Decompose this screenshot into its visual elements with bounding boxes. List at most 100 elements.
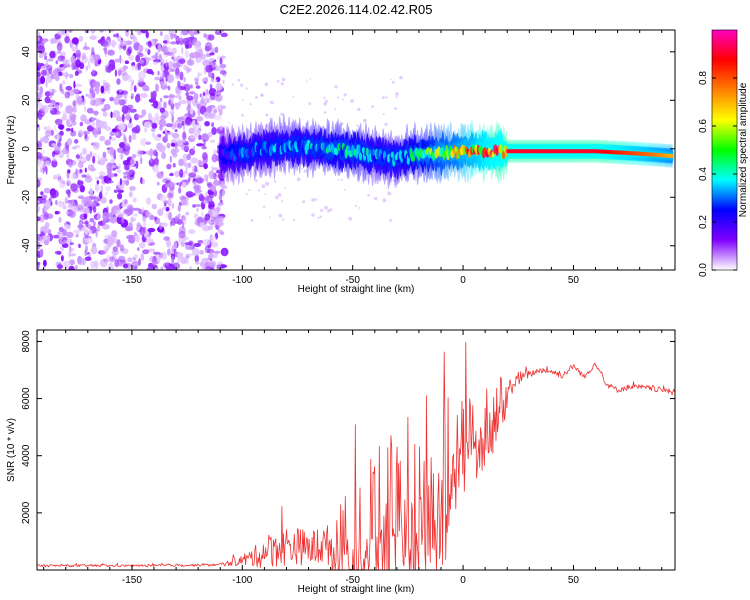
speckle [249,103,252,106]
noise-blob [164,202,167,207]
noise-blob [117,213,123,218]
noise-blob [113,173,118,177]
x-tick-label: 0 [460,275,466,286]
noise-blob [107,172,115,178]
noise-blob [121,90,129,95]
noise-blob [174,102,179,107]
noise-blob [144,47,148,53]
noise-blob [80,152,83,160]
speckle [260,93,264,97]
noise-blob [219,267,225,270]
noise-blob [205,174,209,184]
noise-blob [67,200,76,208]
x-tick-label: -100 [232,275,252,286]
noise-blob [95,119,104,129]
noise-blob [125,179,129,186]
colorbar-tick-label: 0.8 [698,71,709,85]
noise-blob [109,199,113,204]
noise-blob [85,201,90,206]
noise-blob [85,153,91,162]
speckle [395,95,398,99]
speckle [284,186,286,189]
noise-blob [59,124,64,130]
noise-blob [173,240,178,250]
noise-blob [77,129,84,138]
noise-blob [213,79,218,83]
noise-blob [126,265,135,270]
speckle [385,96,388,99]
noise-blob [133,231,137,237]
speckle [382,113,385,116]
noise-blob [81,174,87,178]
noise-blob [179,168,184,178]
speckle [337,96,340,99]
noise-blob [116,239,121,248]
spectrogram-x-axis-label: Height of straight line (km) [298,284,415,295]
noise-blob [223,250,227,256]
noise-blob [71,46,79,52]
noise-blob [180,144,189,151]
noise-blob [195,177,204,184]
noise-blob [161,206,167,211]
speckle [342,98,345,101]
noise-blob [74,70,79,76]
noise-blob [149,148,154,158]
noise-blob [207,220,213,224]
noise-blob [131,35,136,40]
noise-blob [37,41,45,50]
noise-blob [45,80,48,88]
noise-blob [203,139,206,148]
noise-blob [38,126,41,132]
noise-blob [195,85,201,89]
noise-blob [135,54,141,63]
noise-blob [120,59,124,63]
noise-blob [211,154,218,163]
noise-blob [175,88,182,96]
noise-blob [135,160,139,169]
speckle [228,121,230,124]
noise-blob [128,54,134,61]
noise-blob [112,246,119,253]
noise-blob [133,254,139,259]
x-tick-label: -150 [122,275,142,286]
noise-blob [109,131,115,137]
noise-blob [37,162,45,169]
noise-blob [178,187,182,194]
noise-blob [152,61,160,65]
speckle [309,78,312,80]
speckle [323,102,328,106]
spectrogram-heatmap [37,30,674,270]
speckle [343,93,347,97]
noise-blob [114,132,120,136]
speckle [340,178,343,181]
noise-blob [43,211,49,221]
noise-blob [58,201,65,208]
speckle [265,113,268,116]
noise-blob [211,241,219,248]
ridge-cell [357,144,361,155]
colorbar-label: Normalized spectral amplitude [738,82,749,217]
noise-blob [142,220,147,228]
noise-blob [187,193,191,199]
noise-blob [214,46,219,53]
noise-blob [154,76,161,81]
noise-blob [43,259,47,266]
noise-blob [99,156,106,166]
noise-blob [175,215,179,220]
noise-blob [202,200,209,205]
speckle [350,99,354,103]
speckle [329,208,333,212]
noise-blob [144,127,148,133]
noise-blob [197,240,204,244]
noise-blob [125,163,130,171]
noise-blob [203,163,208,170]
noise-blob [165,213,169,218]
noise-blob [222,189,226,195]
noise-blob [182,153,188,163]
noise-blob [181,30,189,36]
noise-blob [95,176,100,180]
noise-blob [59,102,63,108]
noise-blob [177,252,184,259]
noise-blob [168,182,172,188]
noise-blob [40,76,46,84]
